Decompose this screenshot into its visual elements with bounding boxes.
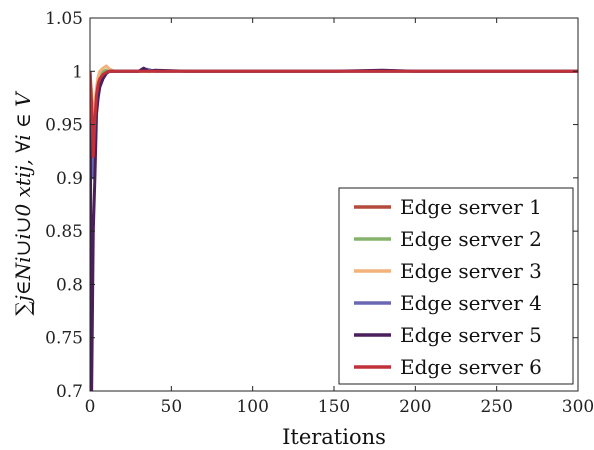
y-tick-label: 0.75 [45,329,83,349]
legend: Edge server 1 Edge server 2 Edge server 3 E… [338,187,574,385]
x-tick-label: 100 [236,397,268,417]
series-line-6 [90,69,578,159]
legend-label-5: Edge server 5 [400,323,542,347]
x-axis-label: Iterations [282,425,386,449]
y-tick-label: 0.85 [45,222,83,242]
x-tick-label: 200 [399,397,431,417]
x-tick-label: 0 [85,397,96,417]
legend-label-4: Edge server 4 [400,291,542,315]
x-tick-label: 150 [318,397,350,417]
y-tick-label: 0.95 [45,116,83,136]
ticks-layer: 0 50 100 150 200 250 300 0.7 0.75 0.8 0.85 0.9 0.95 1… [45,9,594,417]
x-tick-label: 250 [480,397,512,417]
y-tick-label: 0.7 [56,382,83,402]
legend-label-1: Edge server 1 [400,195,542,219]
y-tick-label: 0.8 [56,275,83,295]
y-tick-label: 1.05 [45,9,83,29]
legend-label-6: Edge server 6 [400,355,542,379]
legend-box [338,187,574,385]
legend-items: Edge server 1 Edge server 2 Edge server 3 E… [354,195,542,379]
y-tick-label: 1 [72,62,83,82]
y-tick-label: 0.9 [56,169,83,189]
legend-label-3: Edge server 3 [400,259,542,283]
y-axis-label: ∑j∈Ni∪i∪0 xtij, ∀i ∈ V [11,90,35,316]
x-tick-label: 50 [161,397,183,417]
series-layer [90,64,578,391]
legend-label-2: Edge server 2 [400,227,542,251]
x-tick-label: 300 [562,397,594,417]
